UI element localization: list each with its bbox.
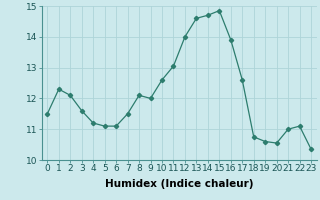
X-axis label: Humidex (Indice chaleur): Humidex (Indice chaleur) — [105, 179, 253, 189]
